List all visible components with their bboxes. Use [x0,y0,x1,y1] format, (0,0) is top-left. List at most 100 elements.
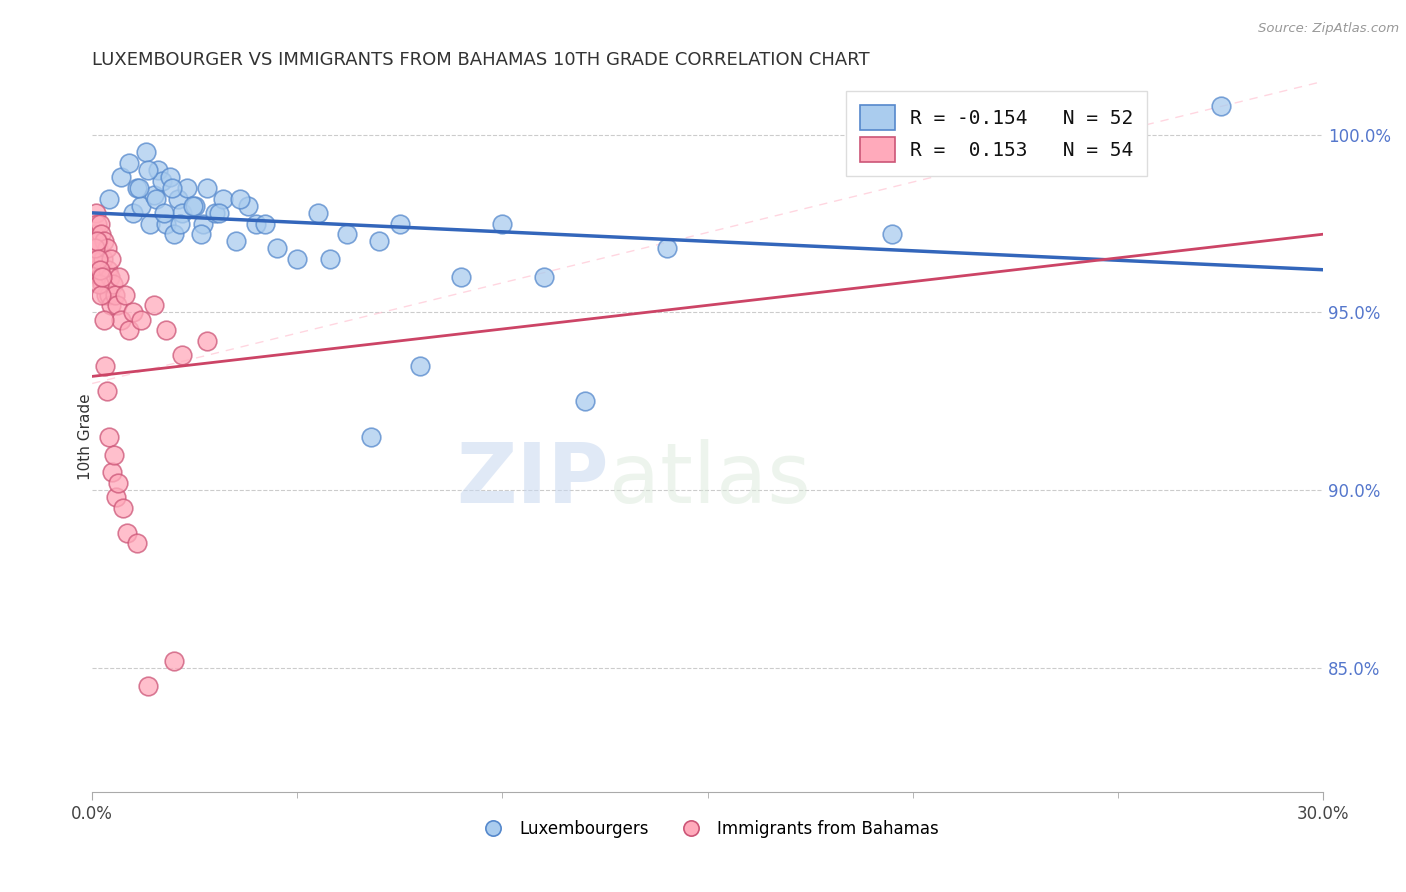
Point [108,269,131,284]
Point [84,262,107,277]
Point [225,235,247,249]
Point [118,323,141,337]
Point [114,287,136,301]
Point [236,199,259,213]
Point [118,156,141,170]
Point [84,241,107,255]
Point [97,192,120,206]
Point [104,287,127,301]
Text: Source: ZipAtlas.com: Source: ZipAtlas.com [1258,22,1399,36]
Point [245,217,267,231]
Point [181,199,204,213]
Point [89,217,111,231]
Point [204,206,226,220]
Point [131,199,153,213]
Point [110,170,132,185]
Point [100,252,122,266]
Point [84,206,107,220]
Point [87,235,110,249]
Point [103,448,125,462]
Point [115,525,138,540]
Point [96,241,118,255]
Point [93,235,115,249]
Point [131,312,153,326]
Point [195,181,218,195]
Point [136,679,159,693]
Point [136,163,159,178]
Point [90,227,112,242]
Point [195,334,218,348]
Point [574,394,596,409]
Point [142,298,165,312]
Point [153,206,176,220]
Point [84,252,107,266]
Point [93,312,115,326]
Point [122,206,145,220]
Point [450,269,472,284]
Point [266,241,288,255]
Point [134,145,156,160]
Point [91,252,114,266]
Point [107,476,129,491]
Point [101,466,124,480]
Point [100,298,122,312]
Point [191,217,214,231]
Point [138,217,160,231]
Point [335,227,357,242]
Point [167,192,190,206]
Point [160,181,183,195]
Point [105,298,128,312]
Point [101,277,124,291]
Point [86,241,108,255]
Point [98,430,121,444]
Legend: R = -0.154   N = 52, R =  0.153   N = 54: R = -0.154 N = 52, R = 0.153 N = 54 [846,91,1147,176]
Point [86,235,108,249]
Point [89,269,111,284]
Point [150,174,173,188]
Point [86,217,108,231]
Point [146,163,169,178]
Point [360,430,382,444]
Point [409,359,432,373]
Point [163,227,186,242]
Point [83,227,105,242]
Point [122,305,145,319]
Point [91,277,114,291]
Point [127,536,149,550]
Point [253,217,276,231]
Point [172,348,194,362]
Point [89,252,111,266]
Point [533,269,555,284]
Text: atlas: atlas [609,439,811,520]
Point [388,217,411,231]
Text: LUXEMBOURGER VS IMMIGRANTS FROM BAHAMAS 10TH GRADE CORRELATION CHART: LUXEMBOURGER VS IMMIGRANTS FROM BAHAMAS … [93,51,870,69]
Point [94,359,117,373]
Point [1209,99,1232,113]
Point [163,654,186,668]
Point [98,269,121,284]
Point [142,188,165,202]
Point [104,490,127,504]
Point [89,262,111,277]
Point [87,252,110,266]
Point [155,217,177,231]
Point [127,181,149,195]
Point [285,252,308,266]
Point [491,217,513,231]
Point [94,287,117,301]
Text: ZIP: ZIP [457,439,609,520]
Point [655,241,678,255]
Point [111,500,134,515]
Point [319,252,342,266]
Point [169,217,191,231]
Point [90,287,112,301]
Point [184,199,207,213]
Point [882,227,904,242]
Point [128,181,150,195]
Point [208,206,231,220]
Point [190,227,212,242]
Point [145,192,167,206]
Y-axis label: 10th Grade: 10th Grade [77,393,93,480]
Point [172,206,194,220]
Point [110,312,132,326]
